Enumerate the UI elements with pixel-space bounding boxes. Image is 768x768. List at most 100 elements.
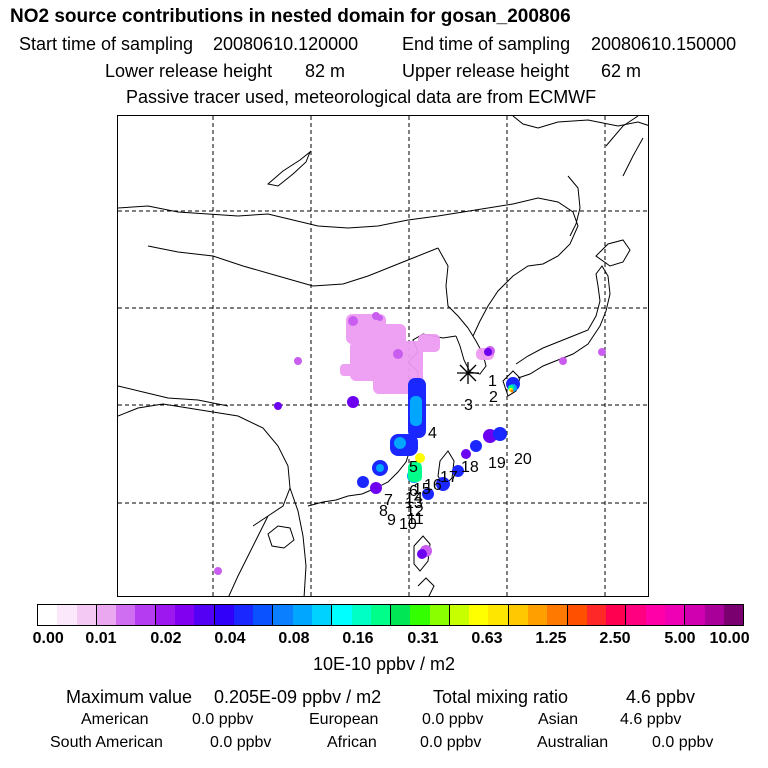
kamchatka xyxy=(605,116,644,177)
site-label-20: 20 xyxy=(514,451,532,468)
color-swatch-27 xyxy=(567,605,587,625)
site-label-10: 10 xyxy=(399,516,417,533)
upper-release-value: 62 m xyxy=(601,61,642,81)
region-value-australian: 0.0 ppbv xyxy=(652,734,714,751)
tick-label-2: 0.02 xyxy=(150,630,182,647)
site-label-1: 1 xyxy=(488,373,497,390)
graticule xyxy=(118,116,648,596)
color-swatch-0 xyxy=(38,605,58,625)
start-time-value: 20080610.120000 xyxy=(213,34,359,54)
color-swatch-1 xyxy=(57,605,77,625)
color-swatch-12 xyxy=(273,605,293,625)
lower-release-label: Lower release height xyxy=(105,61,273,81)
russia-mongolia-border xyxy=(118,205,464,229)
color-swatch-2 xyxy=(76,605,97,625)
end-time-label: End time of sampling xyxy=(402,34,571,54)
color-swatch-17 xyxy=(370,605,392,625)
total-mixing-label: Total mixing ratio xyxy=(433,687,569,707)
color-swatch-19 xyxy=(410,605,430,625)
region-value-american: 0.0 ppbv xyxy=(192,711,254,728)
start-time-label: Start time of sampling xyxy=(19,34,194,54)
color-swatch-14 xyxy=(311,605,333,625)
mongolia-china-border xyxy=(147,245,439,287)
indochina-border xyxy=(118,403,291,527)
region-name-african: African xyxy=(327,734,377,751)
site-label-9: 9 xyxy=(387,512,396,529)
color-swatch-3 xyxy=(96,605,117,625)
site-label-7: 7 xyxy=(384,492,393,509)
color-swatch-24 xyxy=(508,605,529,625)
site-label-4: 4 xyxy=(428,425,437,442)
site-label-3: 3 xyxy=(464,397,473,414)
max-value-label: Maximum value xyxy=(66,687,193,707)
site-label-12: 12 xyxy=(406,503,424,520)
region-value-south-american: 0.0 ppbv xyxy=(210,734,272,751)
color-swatch-18 xyxy=(391,605,411,625)
color-swatch-35 xyxy=(723,605,744,625)
color-swatch-11 xyxy=(253,605,274,625)
region-name-european: European xyxy=(309,711,379,728)
receptor-marker-asterisk xyxy=(457,362,479,384)
hainan xyxy=(267,525,295,549)
color-swatch-9 xyxy=(214,605,234,625)
tick-label-6: 0.31 xyxy=(407,630,439,647)
region-name-south-american: South American xyxy=(50,734,163,751)
color-swatch-8 xyxy=(194,605,215,625)
manchuria-border xyxy=(437,247,469,329)
site-label-15: 15 xyxy=(413,481,431,498)
color-swatch-23 xyxy=(488,605,509,625)
concentration-field xyxy=(214,312,606,575)
color-swatch-29 xyxy=(606,605,627,625)
color-swatch-20 xyxy=(429,605,450,625)
korea xyxy=(455,327,487,375)
coastlines xyxy=(118,116,648,596)
upper-release-label: Upper release height xyxy=(402,61,570,81)
tick-label-11: 10.00 xyxy=(709,630,750,647)
color-swatch-16 xyxy=(351,605,371,625)
color-scale-unit: 10E-10 ppbv / m2 xyxy=(312,654,456,674)
okhotsk-coast xyxy=(462,197,579,337)
site-label-14: 14 xyxy=(405,490,423,507)
site-label-5: 5 xyxy=(409,459,418,476)
region-value-asian: 4.6 ppbv xyxy=(620,711,682,728)
tick-label-4: 0.08 xyxy=(278,630,310,647)
color-swatch-32 xyxy=(665,605,686,625)
lower-release-value: 82 m xyxy=(305,61,346,81)
tick-label-8: 1.25 xyxy=(535,630,567,647)
color-swatch-13 xyxy=(292,605,312,625)
map-canvas: 1 2 3 4 5 6 7 8 9 10 11 12 13 14 15 16 1… xyxy=(118,116,648,596)
arctic-coast xyxy=(512,116,648,129)
color-swatch-26 xyxy=(547,605,568,625)
color-swatch-25 xyxy=(528,605,548,625)
philippines-luzon xyxy=(413,535,435,596)
region-value-african: 0.0 ppbv xyxy=(420,734,482,751)
indochina-coast xyxy=(228,487,307,596)
tick-label-7: 0.63 xyxy=(471,630,503,647)
color-swatch-6 xyxy=(155,605,175,625)
color-swatch-33 xyxy=(685,605,705,625)
site-label-19: 19 xyxy=(488,455,506,472)
total-mixing-value: 4.6 ppbv xyxy=(626,687,696,707)
color-swatch-4 xyxy=(116,605,136,625)
region-name-australian: Australian xyxy=(537,734,609,751)
region-name-asian: Asian xyxy=(538,711,579,728)
japan-hokkaido xyxy=(595,239,631,267)
region-value-european: 0.0 ppbv xyxy=(422,711,484,728)
sakhalin xyxy=(567,175,581,237)
max-value: 0.205E-09 ppbv / m2 xyxy=(214,687,382,707)
color-swatch-7 xyxy=(174,605,195,625)
east-china-coast xyxy=(307,407,421,507)
site-label-16: 16 xyxy=(424,477,442,494)
region-name-american: American xyxy=(81,711,149,728)
tick-label-1: 0.01 xyxy=(85,630,117,647)
taiwan xyxy=(437,450,455,487)
color-swatch-22 xyxy=(469,605,489,625)
color-swatch-31 xyxy=(645,605,665,625)
tick-label-3: 0.04 xyxy=(214,630,246,647)
tracer-note: Passive tracer used, meteorological data… xyxy=(126,87,597,107)
site-label-13: 13 xyxy=(405,495,423,512)
site-label-6: 6 xyxy=(409,483,418,500)
site-label-2: 2 xyxy=(489,389,498,406)
site-label-17: 17 xyxy=(440,469,458,486)
color-swatch-10 xyxy=(233,605,254,625)
